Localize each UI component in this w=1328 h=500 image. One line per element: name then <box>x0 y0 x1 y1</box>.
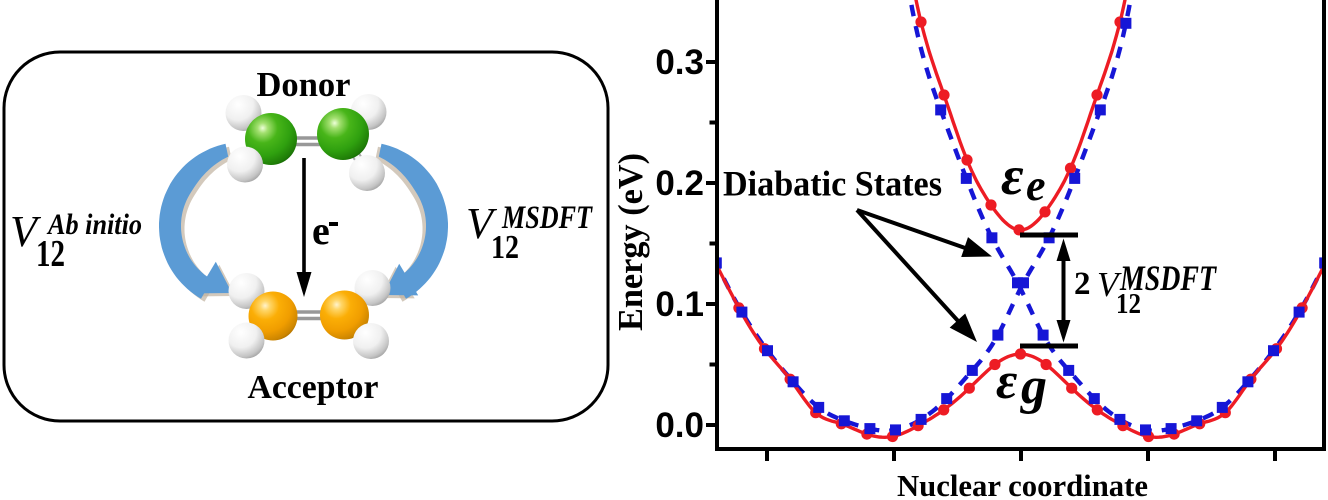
svg-text:MSDFT: MSDFT <box>501 200 593 236</box>
svg-text:e: e <box>312 208 330 253</box>
svg-text:Diabatic States: Diabatic States <box>723 164 942 204</box>
svg-text:12: 12 <box>491 229 519 266</box>
svg-text:MSDFT: MSDFT <box>1119 258 1217 298</box>
svg-text:e: e <box>1026 161 1046 210</box>
svg-text:Donor: Donor <box>257 65 351 104</box>
svg-text:Acceptor: Acceptor <box>248 369 379 406</box>
svg-text:2: 2 <box>1074 266 1091 302</box>
svg-text:V: V <box>10 207 42 256</box>
svg-text:0.2: 0.2 <box>655 164 704 203</box>
svg-text:0.0: 0.0 <box>655 406 704 445</box>
svg-text:Nuclear coordinate: Nuclear coordinate <box>897 468 1148 500</box>
svg-text:12: 12 <box>1116 289 1141 320</box>
svg-text:Energy (eV): Energy (eV) <box>611 153 650 331</box>
svg-text:ε: ε <box>1001 145 1024 206</box>
svg-text:0.1: 0.1 <box>655 285 704 324</box>
svg-text:g: g <box>1020 358 1047 415</box>
svg-text:0.3: 0.3 <box>655 43 704 82</box>
svg-text:Ab initio: Ab initio <box>46 208 142 241</box>
svg-text:12: 12 <box>36 233 65 275</box>
svg-text:ε: ε <box>996 353 1017 410</box>
svg-text:V: V <box>1097 265 1122 304</box>
svg-text:V: V <box>466 199 498 248</box>
